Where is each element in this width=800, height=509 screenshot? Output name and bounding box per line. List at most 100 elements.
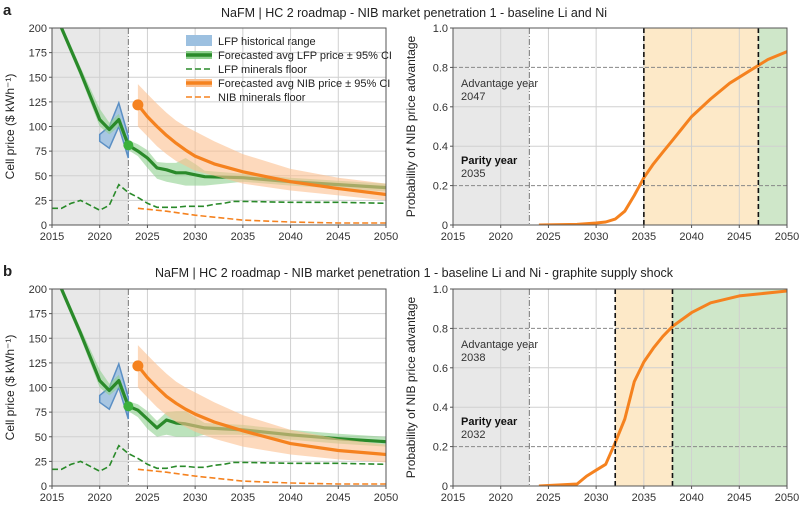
- plot-area: [52, 28, 386, 225]
- panel-b-letter: b: [3, 263, 12, 280]
- x-tick-label: 2040: [679, 492, 703, 504]
- y-tick-label: 0.4: [433, 141, 448, 153]
- advantage-year-value: 2047: [461, 91, 485, 103]
- y-tick-label: 200: [29, 284, 47, 296]
- y-tick-label: 100: [29, 122, 47, 134]
- panel-b-title: NaFM | HC 2 roadmap - NIB market penetra…: [155, 266, 674, 280]
- lfp-minerals-floor-line: [52, 183, 386, 212]
- parity-year-label: Parity year: [461, 416, 518, 428]
- y-tick-label: 1.0: [433, 284, 448, 296]
- y-tick-label: 125: [29, 97, 47, 109]
- advantage-year-value: 2038: [461, 352, 485, 364]
- y-tick-label: 0: [442, 481, 448, 493]
- y-tick-label: 150: [29, 72, 47, 84]
- nib-start-marker: [132, 360, 144, 372]
- nib-ci-band: [137, 84, 386, 201]
- plot-area: [453, 289, 787, 486]
- x-tick-label: 2025: [135, 231, 159, 243]
- y-tick-label: 0.6: [433, 102, 448, 114]
- x-tick-label: 2045: [727, 492, 751, 504]
- advantage-year-label: Advantage year: [461, 78, 538, 90]
- y-tick-label: 25: [35, 195, 47, 207]
- x-tick-label: 2030: [183, 231, 207, 243]
- x-tick-label: 2040: [278, 231, 302, 243]
- x-tick-label: 2015: [441, 492, 465, 504]
- x-tick-label: 2050: [775, 492, 799, 504]
- lfp-minerals-floor-line: [52, 444, 386, 473]
- legend-entry: Forecasted avg NIB price ± 95% CI: [218, 78, 390, 90]
- legend-entry: NIB minerals floor: [218, 92, 306, 104]
- nib-avg-price-line: [136, 364, 386, 457]
- x-tick-label: 2045: [326, 492, 350, 504]
- legend: LFP historical range Forecasted avg LFP p…: [186, 35, 392, 104]
- y-tick-label: 175: [29, 309, 47, 321]
- plot-area: [52, 289, 386, 486]
- x-tick-label: 2015: [441, 231, 465, 243]
- y-tick-label: 100: [29, 383, 47, 395]
- y-tick-label: 0.2: [433, 181, 448, 193]
- x-tick-label: 2020: [488, 492, 512, 504]
- historical-region: [453, 28, 530, 225]
- legend-swatch-historical: [186, 35, 212, 46]
- legend-entry: LFP minerals floor: [218, 64, 307, 76]
- parity-region: [643, 28, 759, 225]
- nib-minerals-floor-line: [137, 468, 386, 485]
- nib-ci-band: [137, 345, 386, 463]
- lfp-ci-band: [59, 28, 386, 192]
- x-tick-label: 2025: [536, 492, 560, 504]
- y-tick-label: 0: [41, 481, 47, 493]
- plot-area: [453, 28, 787, 225]
- x-tick-label: 2035: [632, 231, 656, 243]
- historical-region: [453, 289, 530, 486]
- y-axis-label: Probability of NIB price advantage: [404, 35, 418, 217]
- y-tick-label: 0.8: [433, 323, 448, 335]
- axes-frame: [452, 27, 788, 226]
- parity-year-value: 2032: [461, 429, 485, 441]
- x-tick-label: 2020: [488, 231, 512, 243]
- y-tick-label: 0.4: [433, 402, 448, 414]
- axes-frame: [452, 288, 788, 487]
- lfp-start-marker: [123, 140, 134, 151]
- x-tick-label: 2050: [374, 231, 398, 243]
- y-tick-label: 1.0: [433, 23, 448, 35]
- x-tick-label: 2015: [40, 492, 64, 504]
- advantage-year-label: Advantage year: [461, 339, 538, 351]
- x-tick-label: 2020: [87, 492, 111, 504]
- y-tick-label: 50: [35, 432, 47, 444]
- y-axis-label: Cell price ($ kWh⁻¹): [3, 74, 17, 180]
- panel-a-title: NaFM | HC 2 roadmap - NIB market penetra…: [221, 6, 607, 20]
- y-axis-label: Cell price ($ kWh⁻¹): [3, 335, 17, 441]
- chart-0: 2015 2020 2025 2030 2035 2040 2045 2050 0 25 50 75 1…: [3, 23, 398, 243]
- x-tick-label: 2050: [775, 231, 799, 243]
- x-tick-label: 2015: [40, 231, 64, 243]
- panel-a-letter: a: [3, 2, 12, 19]
- x-tick-label: 2030: [584, 492, 608, 504]
- x-tick-label: 2045: [326, 231, 350, 243]
- y-tick-label: 25: [35, 456, 47, 468]
- x-tick-label: 2045: [727, 231, 751, 243]
- x-tick-label: 2020: [87, 231, 111, 243]
- advantage-region: [672, 289, 787, 486]
- y-tick-label: 175: [29, 48, 47, 60]
- x-tick-label: 2050: [374, 492, 398, 504]
- x-tick-label: 2035: [231, 492, 255, 504]
- nib-avg-price-line: [136, 103, 386, 197]
- lfp-ci-band: [59, 289, 386, 447]
- y-tick-label: 0: [442, 220, 448, 232]
- y-tick-label: 0.8: [433, 62, 448, 74]
- y-tick-label: 150: [29, 333, 47, 345]
- x-tick-label: 2035: [231, 231, 255, 243]
- parity-year-label: Parity year: [461, 155, 518, 167]
- chart-2: 2015 2020 2025 2030 2035 2040 2045 2050 0 25 50 75 1…: [3, 284, 398, 504]
- probability-line: [538, 50, 787, 225]
- probability-line: [538, 289, 787, 486]
- y-tick-label: 125: [29, 358, 47, 370]
- x-tick-label: 2040: [679, 231, 703, 243]
- x-tick-label: 2035: [632, 492, 656, 504]
- lfp-start-marker: [123, 401, 134, 412]
- legend-entry: LFP historical range: [218, 36, 316, 48]
- y-tick-label: 75: [35, 146, 47, 158]
